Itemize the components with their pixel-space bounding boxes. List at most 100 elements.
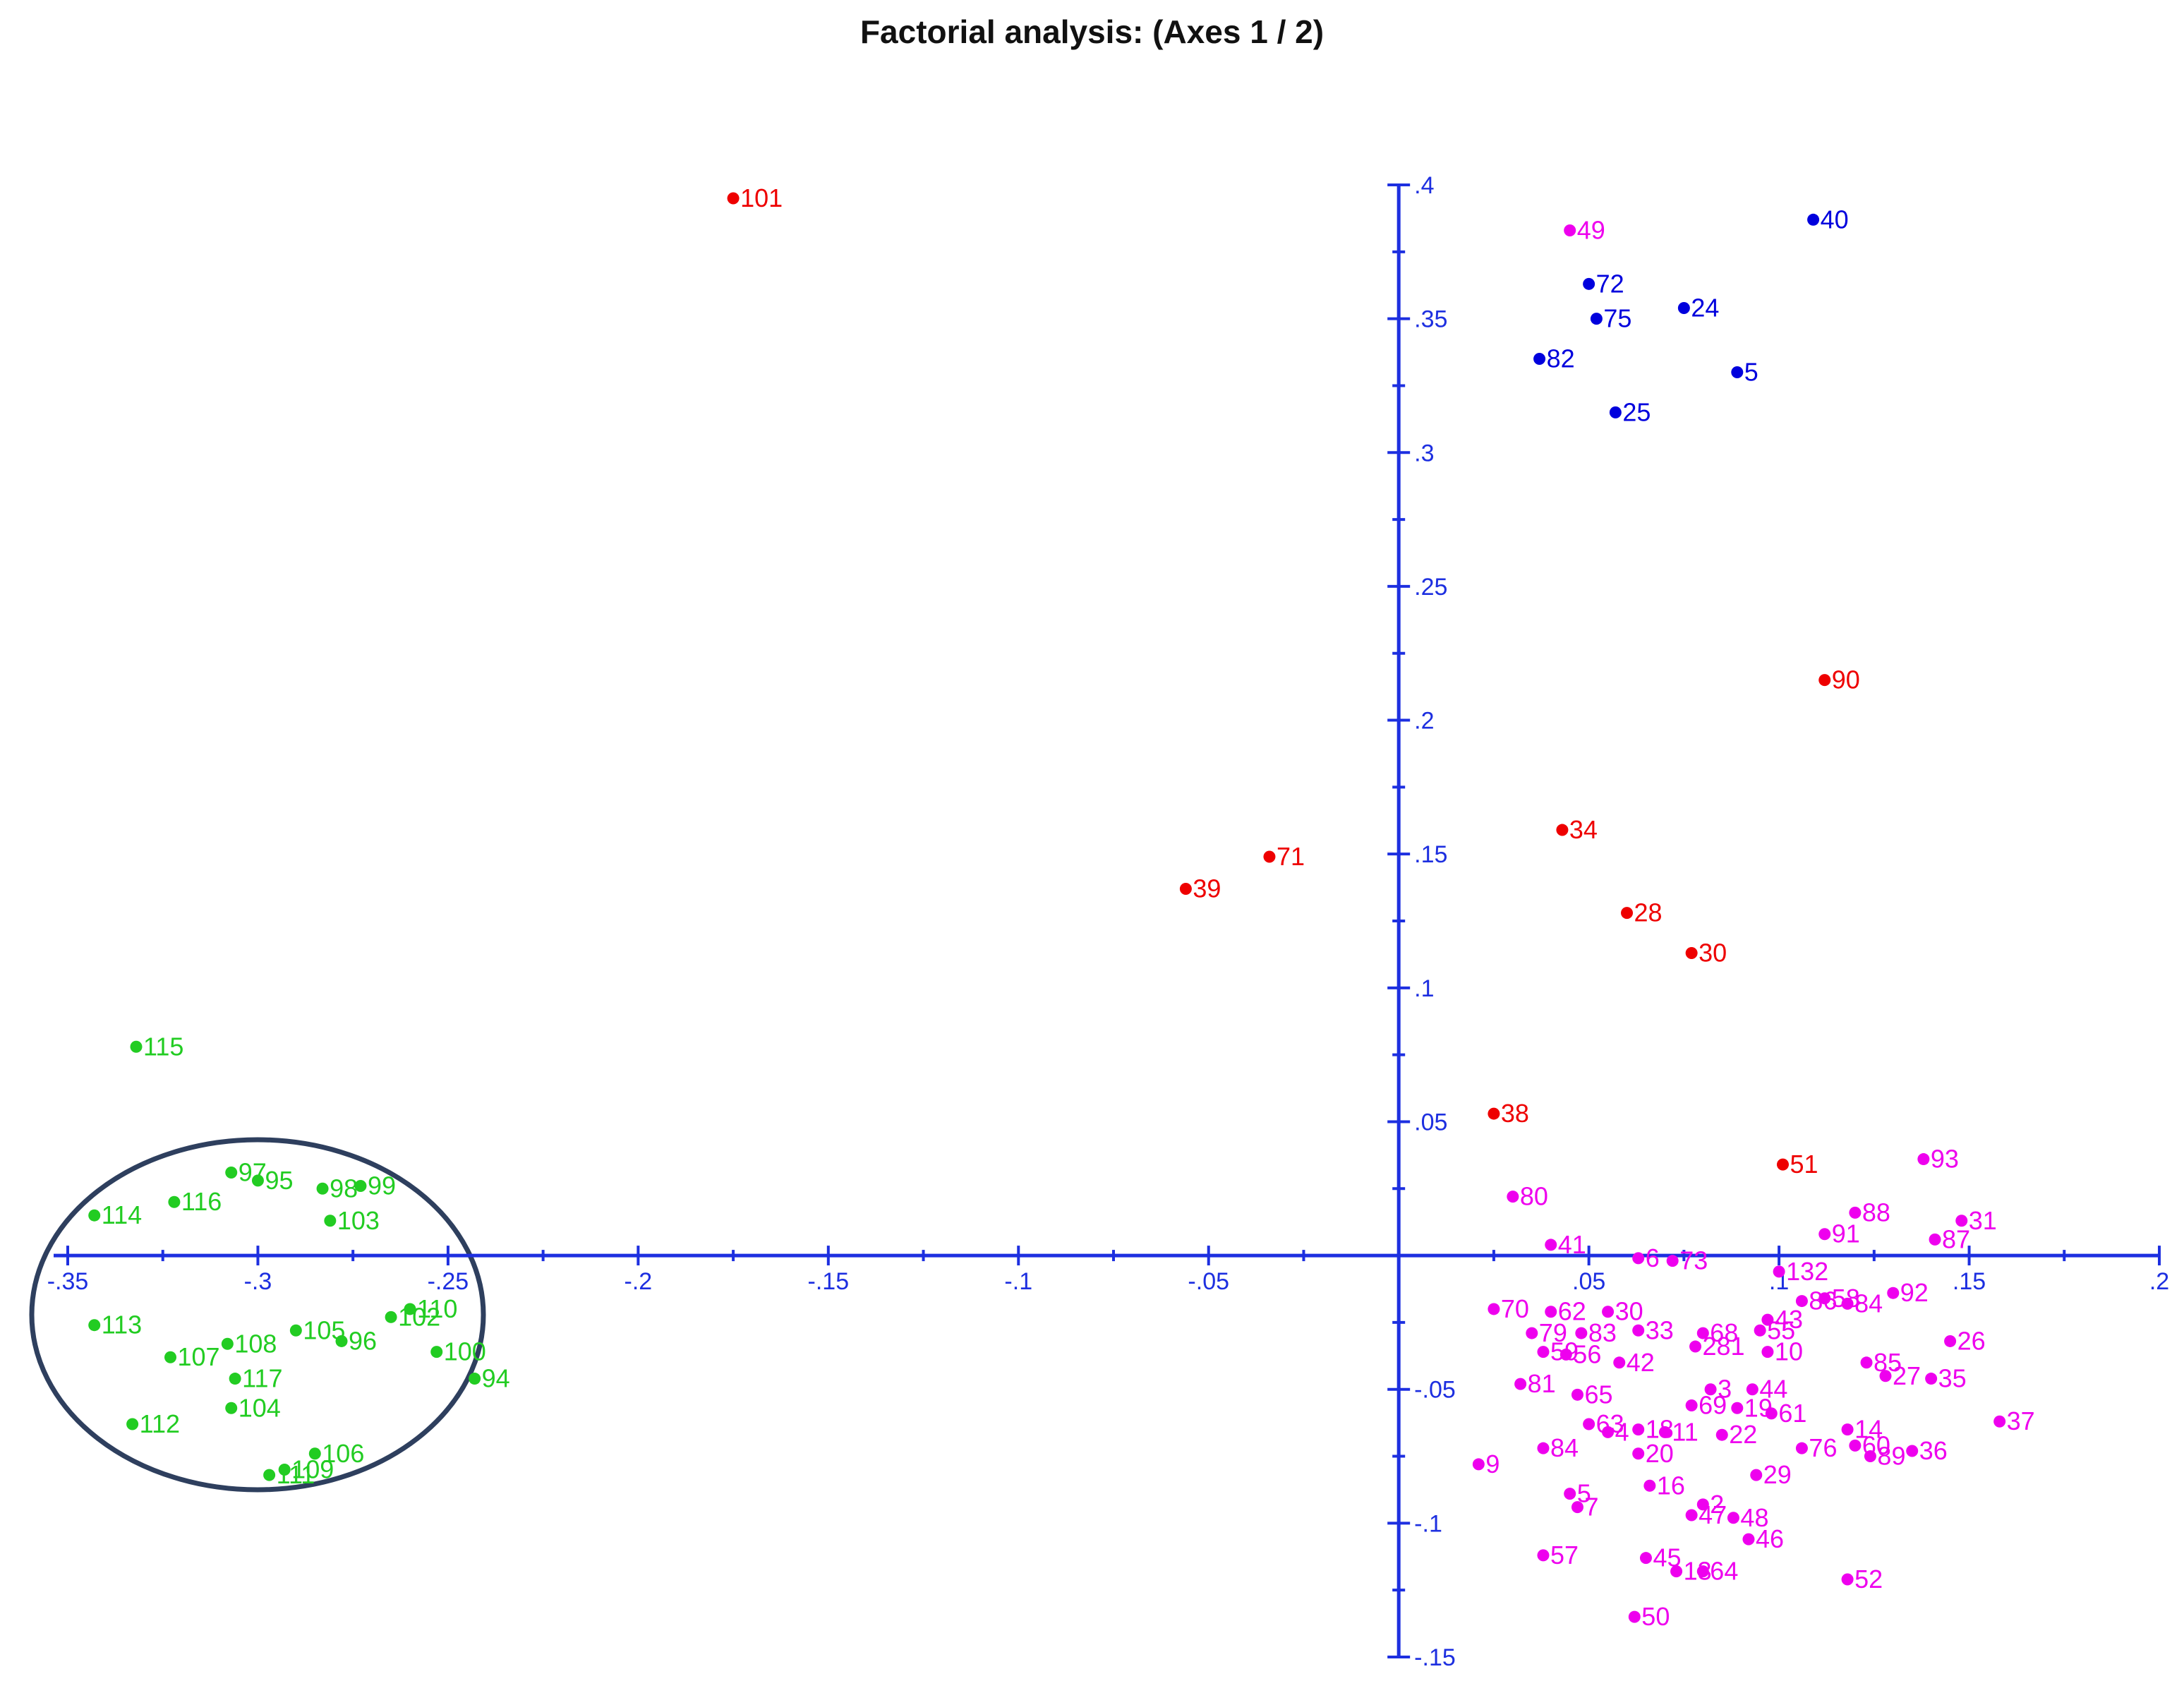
data-point-label: 57 xyxy=(1550,1541,1579,1569)
data-point xyxy=(1944,1334,1957,1347)
data-point xyxy=(263,1469,276,1481)
data-point xyxy=(1795,1442,1808,1454)
data-point-label: 70 xyxy=(1501,1294,1529,1323)
data-point-label: 62 xyxy=(1558,1297,1586,1326)
data-point xyxy=(1906,1445,1919,1457)
data-point-label: 107 xyxy=(178,1342,220,1371)
data-point-label: 115 xyxy=(143,1032,183,1061)
data-point-label: 11 xyxy=(1672,1417,1698,1446)
data-point-label: 82 xyxy=(1547,344,1575,373)
y-tick-label: -.1 xyxy=(1414,1510,1442,1537)
data-point xyxy=(1537,1346,1550,1358)
data-point xyxy=(1639,1552,1652,1565)
data-point-label: 3 xyxy=(1718,1375,1732,1404)
data-point-label: 41 xyxy=(1558,1230,1586,1259)
data-point xyxy=(1715,1428,1728,1441)
data-point-label: 16 xyxy=(1657,1471,1685,1500)
data-point-label: 65 xyxy=(1584,1380,1612,1409)
data-point-label: 25 xyxy=(1622,397,1651,426)
data-point-label: 26 xyxy=(1957,1326,1986,1355)
data-point-label: 28 xyxy=(1634,898,1663,927)
data-point xyxy=(1879,1370,1892,1382)
data-point-label: 30 xyxy=(1615,1297,1643,1326)
y-tick-label: -.05 xyxy=(1414,1377,1456,1404)
data-point-label: 36 xyxy=(1919,1436,1948,1465)
data-point-label: 106 xyxy=(322,1439,364,1468)
data-point-label: 116 xyxy=(181,1187,222,1216)
data-point-label: 117 xyxy=(242,1364,282,1393)
data-point-label: 6 xyxy=(1646,1243,1660,1272)
data-point xyxy=(1776,1158,1789,1171)
data-point-label: 61 xyxy=(1778,1399,1806,1428)
data-point xyxy=(1841,1423,1854,1436)
data-point xyxy=(1571,1501,1583,1514)
data-point-label: 104 xyxy=(239,1393,281,1422)
data-point xyxy=(1818,674,1831,687)
data-point-label: 84 xyxy=(1550,1433,1579,1462)
data-point-label: 49 xyxy=(1577,215,1605,244)
data-point-label: 10 xyxy=(1775,1337,1803,1366)
data-point-label: 52 xyxy=(1854,1565,1883,1593)
y-tick-label: .1 xyxy=(1414,975,1434,1002)
data-point-label: 51 xyxy=(1790,1150,1818,1179)
data-point-label: 81 xyxy=(1528,1369,1556,1398)
data-point xyxy=(168,1195,181,1208)
data-point-label: 102 xyxy=(398,1302,440,1331)
group-circle xyxy=(29,1137,486,1493)
data-point xyxy=(469,1373,481,1385)
data-point-label: 111 xyxy=(277,1460,315,1489)
data-point xyxy=(1545,1239,1557,1251)
data-point xyxy=(1818,1292,1831,1305)
data-point xyxy=(88,1209,101,1222)
data-point-label: 37 xyxy=(2007,1406,2035,1435)
data-point xyxy=(1689,1340,1702,1353)
data-point-label: 27 xyxy=(1893,1361,1921,1390)
data-point xyxy=(1955,1215,1968,1227)
data-point-label: 29 xyxy=(1763,1460,1792,1489)
data-point xyxy=(1583,277,1595,290)
data-point xyxy=(1849,1439,1862,1452)
data-point-label: 4 xyxy=(1615,1417,1629,1446)
y-tick-label: .4 xyxy=(1414,172,1434,199)
data-point xyxy=(1537,1549,1550,1562)
data-point xyxy=(1841,1297,1854,1310)
data-point xyxy=(1526,1327,1538,1339)
data-point-label: 90 xyxy=(1832,665,1860,694)
data-point-label: 14 xyxy=(1854,1415,1883,1444)
data-point xyxy=(1761,1346,1774,1358)
data-point xyxy=(225,1402,238,1414)
data-point xyxy=(1685,1509,1698,1522)
data-point-label: 95 xyxy=(265,1166,293,1195)
data-point xyxy=(1632,1423,1645,1436)
data-point xyxy=(1925,1373,1938,1385)
data-point xyxy=(88,1319,101,1332)
data-point-label: 20 xyxy=(1646,1439,1674,1468)
data-point xyxy=(1263,850,1276,863)
data-point xyxy=(1609,406,1622,418)
data-point xyxy=(1556,824,1569,836)
data-point xyxy=(126,1418,139,1430)
data-point xyxy=(1537,1442,1550,1454)
data-point-label: 43 xyxy=(1775,1305,1803,1334)
data-point-label: 112 xyxy=(140,1409,180,1438)
data-point-label: 132 xyxy=(1786,1257,1828,1286)
x-tick-label: -.35 xyxy=(47,1268,89,1295)
data-point-label: 79 xyxy=(1539,1318,1567,1347)
data-point-label: 87 xyxy=(1942,1224,1970,1253)
data-point-label: 83 xyxy=(1588,1318,1617,1347)
data-point xyxy=(1564,1488,1576,1500)
data-point-label: 24 xyxy=(1691,293,1719,322)
data-point-label: 44 xyxy=(1759,1375,1787,1404)
data-point xyxy=(1621,907,1634,920)
x-tick-label: -.25 xyxy=(428,1268,469,1295)
data-point xyxy=(1643,1479,1656,1492)
data-point xyxy=(404,1303,416,1315)
data-point xyxy=(1731,1402,1744,1414)
data-point xyxy=(1704,1383,1717,1396)
data-point xyxy=(1685,947,1698,960)
data-point-label: 71 xyxy=(1277,842,1305,871)
data-point-label: 113 xyxy=(102,1311,142,1339)
data-point xyxy=(1559,1348,1572,1361)
